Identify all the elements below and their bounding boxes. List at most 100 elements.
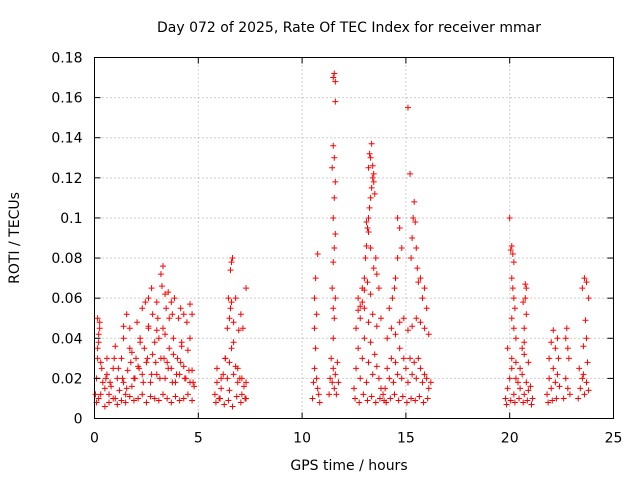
data-point xyxy=(407,170,414,177)
data-point xyxy=(243,379,250,386)
data-point xyxy=(404,327,411,334)
data-point xyxy=(114,375,121,382)
data-point xyxy=(371,190,378,197)
data-point xyxy=(225,295,232,302)
data-point xyxy=(330,305,337,312)
data-point xyxy=(412,218,419,225)
data-point xyxy=(362,255,369,262)
data-point xyxy=(160,325,167,332)
data-point xyxy=(99,379,106,386)
data-point xyxy=(524,397,531,404)
data-point xyxy=(242,395,249,402)
data-point xyxy=(238,375,245,382)
data-point xyxy=(512,359,519,366)
data-point xyxy=(240,383,247,390)
data-point xyxy=(234,379,241,386)
data-point xyxy=(97,391,104,398)
data-point xyxy=(394,255,401,262)
data-point xyxy=(527,383,534,390)
data-point xyxy=(355,295,362,302)
data-point xyxy=(414,265,421,272)
data-point xyxy=(554,335,561,342)
data-point xyxy=(145,295,152,302)
data-point xyxy=(392,331,399,338)
data-point xyxy=(367,339,374,346)
data-point xyxy=(161,355,168,362)
data-point xyxy=(550,327,557,334)
data-point xyxy=(550,365,557,372)
data-point xyxy=(355,345,362,352)
data-point xyxy=(576,365,583,372)
data-point xyxy=(156,375,163,382)
data-point xyxy=(412,397,419,404)
y-tick-label: 0 xyxy=(74,412,83,428)
data-point xyxy=(189,311,196,318)
data-point xyxy=(413,315,420,322)
data-point xyxy=(366,204,373,211)
data-point xyxy=(372,255,379,262)
data-point xyxy=(229,403,236,410)
data-point xyxy=(327,375,334,382)
data-point xyxy=(153,371,160,378)
data-point xyxy=(126,345,133,352)
data-point xyxy=(120,323,127,330)
data-point xyxy=(137,339,144,346)
data-point xyxy=(421,285,428,292)
data-point xyxy=(166,315,173,322)
data-point xyxy=(372,399,379,406)
data-point xyxy=(144,355,151,362)
data-point xyxy=(420,399,427,406)
plot-frame xyxy=(94,57,614,419)
data-point xyxy=(115,365,122,372)
data-point xyxy=(222,355,229,362)
data-point xyxy=(184,391,191,398)
data-point xyxy=(419,379,426,386)
grid xyxy=(94,57,614,419)
data-point xyxy=(103,355,110,362)
data-point xyxy=(332,78,339,85)
data-point xyxy=(581,391,588,398)
data-point xyxy=(548,339,555,346)
data-point xyxy=(96,319,103,326)
data-point xyxy=(155,397,162,404)
data-point xyxy=(131,375,138,382)
data-point xyxy=(390,379,397,386)
data-point xyxy=(326,391,333,398)
data-point xyxy=(368,393,375,400)
data-point xyxy=(173,371,180,378)
data-point xyxy=(335,379,342,386)
data-point xyxy=(548,385,555,392)
data-point xyxy=(367,245,374,252)
data-point xyxy=(158,283,165,290)
data-point xyxy=(243,285,250,292)
data-point xyxy=(141,345,148,352)
y-tick-label: 0.02 xyxy=(51,371,82,387)
data-point xyxy=(329,379,336,386)
data-point xyxy=(330,74,337,81)
data-point xyxy=(413,375,420,382)
data-point xyxy=(130,397,137,404)
data-point xyxy=(583,335,590,342)
data-point xyxy=(164,395,171,402)
data-point xyxy=(584,359,591,366)
data-point xyxy=(134,319,141,326)
data-point xyxy=(178,343,185,350)
data-point xyxy=(521,325,528,332)
data-point xyxy=(330,259,337,266)
data-point xyxy=(502,395,509,402)
data-point xyxy=(186,335,193,342)
data-point xyxy=(377,315,384,322)
chart-title: Day 072 of 2025, Rate Of TEC Index for r… xyxy=(157,20,541,36)
data-point xyxy=(391,285,398,292)
data-point xyxy=(384,365,391,372)
data-point xyxy=(384,335,391,342)
data-point xyxy=(507,397,514,404)
data-point xyxy=(118,355,125,362)
x-tick-label: 0 xyxy=(90,431,99,447)
data-point xyxy=(585,387,592,394)
y-tick-label: 0.18 xyxy=(51,51,82,67)
data-point xyxy=(94,315,101,322)
data-point xyxy=(361,335,368,342)
data-point xyxy=(110,395,117,402)
data-point xyxy=(331,245,338,252)
